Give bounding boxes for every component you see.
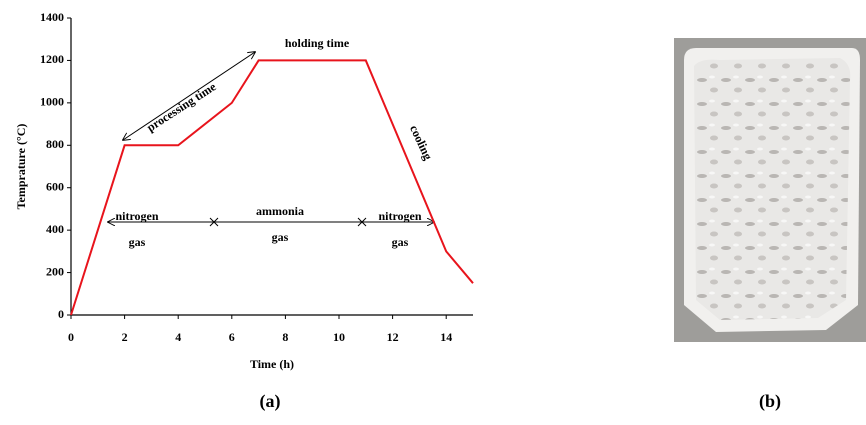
y-tick-label: 600 — [46, 179, 64, 193]
data-line — [70, 59, 474, 316]
processing-arrow — [123, 52, 255, 140]
annotation: holding time — [285, 36, 350, 50]
annotation: ammonia — [256, 204, 304, 218]
y-tick-label: 400 — [46, 222, 64, 236]
y-tick-label: 1400 — [40, 10, 64, 24]
arrows — [108, 52, 434, 227]
y-tick-label: 0 — [58, 307, 64, 321]
y-tick-label: 1200 — [40, 52, 64, 66]
x-tick-label: 12 — [387, 330, 399, 344]
annotation: gas — [272, 230, 289, 244]
x-tick-label: 0 — [68, 330, 74, 344]
phase-separator — [209, 217, 367, 227]
x-tick-label: 4 — [175, 330, 181, 344]
x-tick-label: 6 — [229, 330, 235, 344]
powder — [694, 58, 851, 320]
photo — [674, 38, 866, 342]
x-tick-label: 8 — [282, 330, 288, 344]
x-tick-label: 14 — [440, 330, 452, 344]
x-tick-label: 2 — [122, 330, 128, 344]
y-axis-label: Temprature (°C) — [14, 124, 28, 210]
panel-label: (b) — [759, 391, 781, 412]
annotation: processing time — [144, 79, 219, 134]
annotation: gas — [129, 235, 146, 249]
x-tick-label: 10 — [333, 330, 345, 344]
annotation: nitrogen — [378, 209, 421, 223]
y-tick-label: 800 — [46, 137, 64, 151]
y-tick-label: 200 — [46, 264, 64, 278]
panel-label: (a) — [260, 391, 281, 412]
annotation: gas — [392, 235, 409, 249]
annotation: nitrogen — [115, 209, 158, 223]
annotation: cooling — [407, 123, 435, 162]
x-axis-label: Time (h) — [250, 357, 294, 371]
y-tick-label: 1000 — [40, 95, 64, 109]
